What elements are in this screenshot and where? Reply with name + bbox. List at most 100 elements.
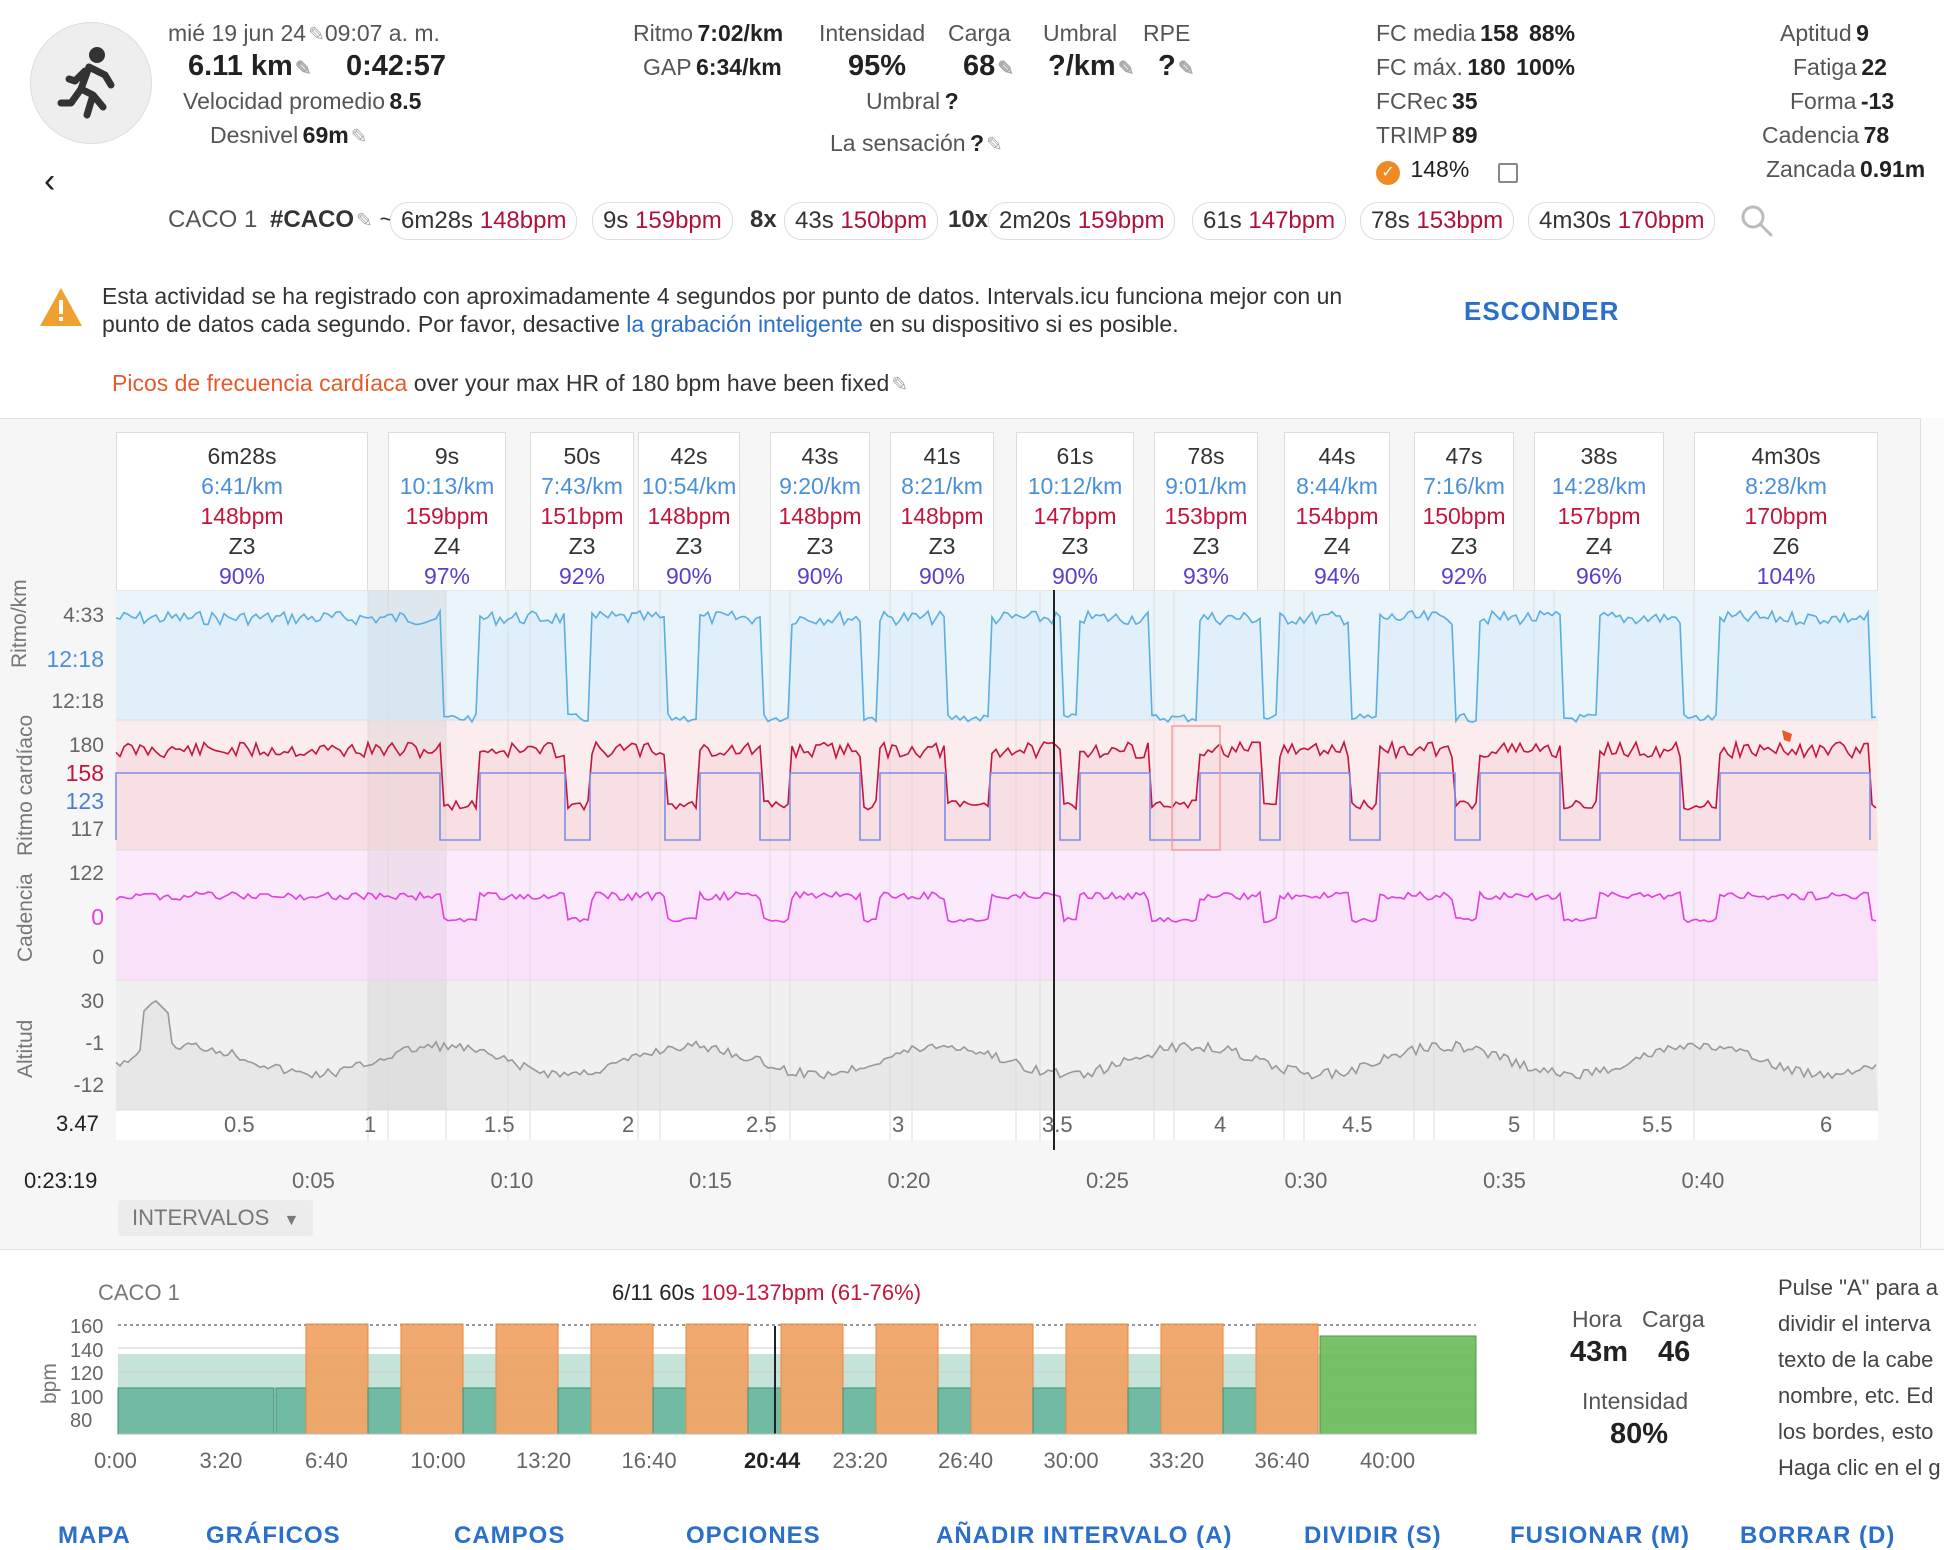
bar-time-tick: 30:00	[1043, 1448, 1099, 1473]
edit-icon[interactable]: ✎	[997, 58, 1015, 80]
interval-h-value: 151bpm	[540, 503, 624, 529]
help-line: texto de la cabe	[1778, 1347, 1934, 1372]
interval-p-value: 7:43/km	[541, 473, 623, 499]
tag-chip[interactable]: 4m30s 170bpm	[1528, 202, 1716, 240]
interval-summary-box[interactable]: 61s 10:12/km 147bpm Z3 90%	[1016, 432, 1134, 590]
edit-icon[interactable]: ✎	[350, 126, 368, 148]
hr-tick: 117	[70, 818, 104, 841]
back-chevron-icon[interactable]: ‹	[44, 162, 56, 200]
bottom-workout-name: CACO 1	[98, 1280, 180, 1305]
fitness-value: 9	[1856, 20, 1869, 46]
rest-bar	[367, 1387, 402, 1435]
bar-time-tick: 3:20	[199, 1448, 243, 1473]
hr-tick: 123	[65, 788, 104, 814]
interval-summary-box[interactable]: 38s 14:28/km 157bpm Z4 96%	[1534, 432, 1664, 590]
pace-value: 7:02/km	[697, 20, 784, 46]
bar-time-tick: 13:20	[516, 1448, 572, 1473]
pace-trace-area	[116, 611, 1878, 723]
intensidad-value: 80%	[1610, 1418, 1669, 1450]
tag-chip[interactable]: 9s 159bpm	[592, 202, 733, 240]
distance-tick: 1	[364, 1112, 377, 1137]
edit-icon[interactable]: ✎	[1177, 58, 1195, 80]
interval-p-value: 9:01/km	[1165, 473, 1247, 499]
split-button[interactable]: DIVIDIR (S)	[1304, 1522, 1442, 1549]
interval-h-value: 159bpm	[405, 503, 489, 529]
bar-time-tick: 16:40	[621, 1448, 677, 1473]
tab-charts[interactable]: GRÁFICOS	[206, 1522, 341, 1549]
interval-summary-box[interactable]: 9s 10:13/km 159bpm Z4 97%	[388, 432, 506, 590]
hr-avg-pct: 88%	[1528, 20, 1576, 46]
interval-summary-box[interactable]: 41s 8:21/km 148bpm Z3 90%	[890, 432, 994, 590]
edit-icon[interactable]: ✎	[1117, 58, 1135, 80]
tag-chip[interactable]: 2m20s 159bpm	[988, 202, 1176, 240]
interval-bar-chart[interactable]	[0, 1300, 1500, 1480]
search-icon[interactable]	[1740, 204, 1774, 238]
tag-chip[interactable]: 6m28s 148bpm	[390, 202, 578, 240]
tag-chip[interactable]: 43s 150bpm	[784, 202, 939, 240]
interval-p-value: 10:54/km	[641, 473, 737, 499]
interval-summary-box[interactable]: 42s 10:54/km 148bpm Z3 90%	[638, 432, 740, 590]
interval-pc-value: 92%	[1440, 563, 1488, 589]
interval-summary-box[interactable]: 44s 8:44/km 154bpm Z4 94%	[1284, 432, 1390, 590]
hr-spikes-link[interactable]: Picos de frecuencia cardíaca	[112, 370, 408, 396]
edit-icon[interactable]: ✎	[356, 210, 373, 232]
distance-tick: 0.5	[224, 1112, 255, 1137]
time-tick: 0:15	[689, 1168, 732, 1193]
tab-map[interactable]: MAPA	[58, 1522, 131, 1549]
workout-hashtag[interactable]: #CACO	[270, 206, 355, 233]
tag-chip-prefix: 10x	[948, 206, 989, 233]
rest-bar	[117, 1387, 275, 1435]
tab-options[interactable]: OPCIONES	[686, 1522, 821, 1549]
edit-icon[interactable]: ✎	[891, 374, 909, 396]
interval-summary-box[interactable]: 6m28s 6:41/km 148bpm Z3 90%	[116, 432, 368, 590]
bar-time-tick: 0:00	[94, 1448, 137, 1473]
time-tick: 0:35	[1483, 1168, 1526, 1193]
hr-axis-label: Ritmo cardíaco	[14, 714, 37, 856]
hr-avg-label: FC media	[1376, 20, 1476, 46]
hide-button[interactable]: ESCONDER	[1464, 296, 1620, 326]
interval-d-value: 4m30s	[1751, 443, 1821, 469]
tab-fields[interactable]: CAMPOS	[454, 1522, 566, 1549]
intervals-dropdown[interactable]: INTERVALOS ▼	[118, 1200, 314, 1236]
hr-tick: 180	[68, 734, 104, 757]
interval-summary-box[interactable]: 78s 9:01/km 153bpm Z3 93%	[1154, 432, 1258, 590]
interval-d-value: 61s	[1056, 443, 1094, 469]
intensity-label: Intensidad	[819, 20, 926, 46]
interval-summary-box[interactable]: 47s 7:16/km 150bpm Z3 92%	[1414, 432, 1514, 590]
interval-z-value: Z3	[675, 533, 703, 559]
interval-p-value: 14:28/km	[1551, 473, 1647, 499]
help-line: los bordes, esto	[1778, 1419, 1934, 1444]
tag-chip[interactable]: 61s 147bpm	[1192, 202, 1347, 240]
merge-button[interactable]: FUSIONAR (M)	[1510, 1522, 1690, 1549]
edit-icon[interactable]: ✎	[294, 58, 312, 80]
edit-icon[interactable]: ✎	[986, 134, 1003, 156]
altitude-tick: -12	[73, 1074, 104, 1097]
interval-p-value: 6:41/km	[201, 473, 283, 499]
work-bar	[1065, 1323, 1129, 1435]
interval-summary-box[interactable]: 50s 7:43/km 151bpm Z3 92%	[530, 432, 634, 590]
add-interval-button[interactable]: AÑADIR INTERVALO (A)	[936, 1522, 1233, 1549]
altitude-panel	[116, 980, 1878, 1110]
threshold-label: Umbral	[1043, 20, 1118, 46]
warning-text: Esta actividad se ha registrado con apro…	[102, 282, 1422, 338]
interval-h-value: 148bpm	[647, 503, 731, 529]
time-tick: 0:40	[1681, 1168, 1725, 1193]
interval-summary-box[interactable]: 43s 9:20/km 148bpm Z3 90%	[770, 432, 870, 590]
interval-pc-value: 94%	[1313, 563, 1361, 589]
pace-axis-label: Ritmo/km	[8, 579, 31, 668]
checkbox[interactable]	[1497, 162, 1518, 183]
activity-chart[interactable]	[0, 590, 1944, 1150]
bar-time-tick: 33:20	[1149, 1448, 1205, 1473]
smart-recording-link[interactable]: la grabación inteligente	[626, 311, 863, 337]
interval-summary-box[interactable]: 4m30s 8:28/km 170bpm Z6 104%	[1694, 432, 1878, 590]
hora-value: 43m	[1570, 1336, 1629, 1368]
warning-line-2b: en su dispositivo si es posible.	[869, 311, 1179, 337]
interval-d-value: 78s	[1187, 443, 1225, 469]
rest-bar	[462, 1387, 497, 1435]
threshold2-label: Umbral	[866, 88, 941, 114]
interval-p-value: 8:28/km	[1745, 473, 1827, 499]
interval-z-value: Z3	[568, 533, 596, 559]
tag-chip[interactable]: 78s 153bpm	[1360, 202, 1515, 240]
delete-button[interactable]: BORRAR (D)	[1740, 1522, 1896, 1549]
edit-icon[interactable]: ✎	[308, 24, 325, 46]
